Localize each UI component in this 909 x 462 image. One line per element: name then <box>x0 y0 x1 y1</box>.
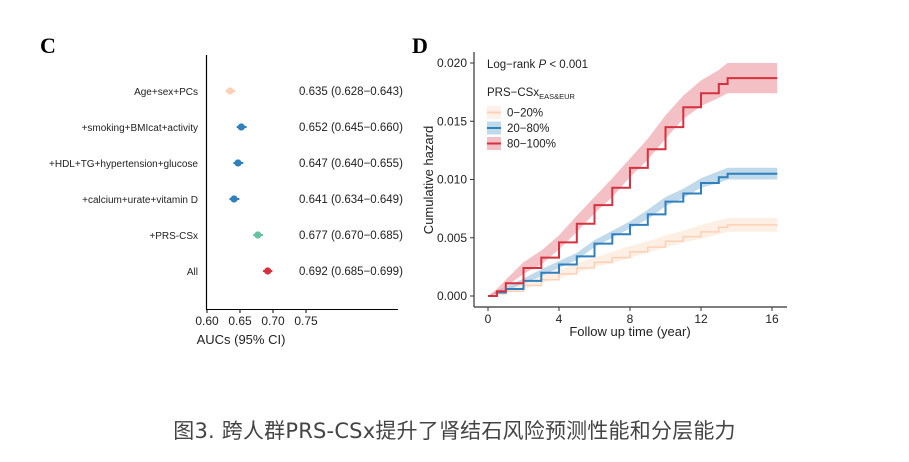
auc-ci-label: 0.677 (0.670−0.685) <box>299 230 403 242</box>
c-x-tick-label: 0.60 <box>195 314 219 328</box>
auc-point <box>237 123 245 131</box>
forest-row: +HDL+TG+hypertension+glucose 0.647 (0.640… <box>49 158 403 170</box>
c-x-tick-label: 0.75 <box>294 314 318 328</box>
auc-ci-label: 0.641 (0.634−0.649) <box>299 194 403 206</box>
forest-row: +smoking+BMIcat+activity 0.652 (0.645−0.6… <box>82 122 404 134</box>
auc-ci-label: 0.635 (0.628−0.643) <box>299 86 403 98</box>
legend-title: PRS−CSxEAS&EUR <box>487 87 576 101</box>
forest-row: +calcium+urate+vitamin D 0.641 (0.634−0.6… <box>82 194 403 206</box>
auc-point <box>226 87 234 95</box>
panel-label-c: C <box>40 33 56 58</box>
d-x-tick-label: 8 <box>627 312 634 326</box>
d-y-tick-label: 0.005 <box>437 231 467 245</box>
d-x-tick-label: 4 <box>556 312 563 326</box>
d-y-tick-label: 0.000 <box>437 289 467 303</box>
row-label: +smoking+BMIcat+activity <box>82 123 198 134</box>
legend-item: 0−20% <box>487 106 543 120</box>
d-y-tick-label: 0.020 <box>437 56 467 70</box>
panel-d-hazard-plot: D 0.000 0.005 0.010 0.015 0.020 0 4 8 12 16 Cumu… <box>412 33 787 339</box>
auc-point <box>254 231 262 239</box>
d-x-tick-label: 16 <box>765 312 779 326</box>
d-y-axis-title: Cumulative hazard <box>421 126 436 234</box>
c-x-axis-title: AUCs (95% CI) <box>197 332 286 347</box>
auc-point <box>264 267 272 275</box>
row-label: All <box>187 267 198 278</box>
auc-ci-label: 0.652 (0.645−0.660) <box>299 122 403 134</box>
auc-point <box>234 159 242 167</box>
legend-label: 20−80% <box>507 123 550 135</box>
row-label: +HDL+TG+hypertension+glucose <box>49 159 198 170</box>
row-label: Age+sex+PCs <box>134 87 198 98</box>
logrank-annotation: Log−rank P < 0.001 <box>487 59 588 71</box>
legend-item: 20−80% <box>487 121 550 135</box>
ci-band-0 <box>488 217 778 296</box>
forest-row: Age+sex+PCs 0.635 (0.628−0.643) <box>134 86 403 98</box>
figure-caption: 图3. 跨人群PRS-CSx提升了肾结石风险预测性能和分层能力 <box>173 419 736 443</box>
auc-ci-label: 0.692 (0.685−0.699) <box>299 266 403 278</box>
c-x-tick-label: 0.70 <box>261 314 285 328</box>
forest-row: All 0.692 (0.685−0.699) <box>187 266 403 278</box>
c-x-tick-label: 0.65 <box>228 314 252 328</box>
legend-label: 80−100% <box>507 139 556 151</box>
d-y-tick-label: 0.015 <box>437 114 467 128</box>
row-label: +calcium+urate+vitamin D <box>82 195 198 206</box>
hazard-line-1 <box>488 172 778 297</box>
panel-c-forest-plot: C Age+sex+PCs 0.635 (0.628−0.643) +smoking… <box>40 33 403 347</box>
row-label: +PRS-CSx <box>149 231 198 242</box>
panel-label-d: D <box>412 33 428 58</box>
hazard-line-2 <box>488 77 778 297</box>
forest-row: +PRS-CSx 0.677 (0.670−0.685) <box>149 230 403 242</box>
auc-ci-label: 0.647 (0.640−0.655) <box>299 158 403 170</box>
d-x-axis-title: Follow up time (year) <box>569 324 690 339</box>
d-y-tick-label: 0.010 <box>437 173 467 187</box>
ci-band-2 <box>488 63 778 296</box>
d-x-tick-label: 0 <box>485 312 492 326</box>
auc-point <box>230 195 238 203</box>
d-x-tick-label: 12 <box>694 312 708 326</box>
legend-item: 80−100% <box>487 137 556 151</box>
legend-label: 0−20% <box>507 108 543 120</box>
d-legend: PRS−CSxEAS&EUR 0−20% 20−80% 80−100% <box>487 87 576 151</box>
